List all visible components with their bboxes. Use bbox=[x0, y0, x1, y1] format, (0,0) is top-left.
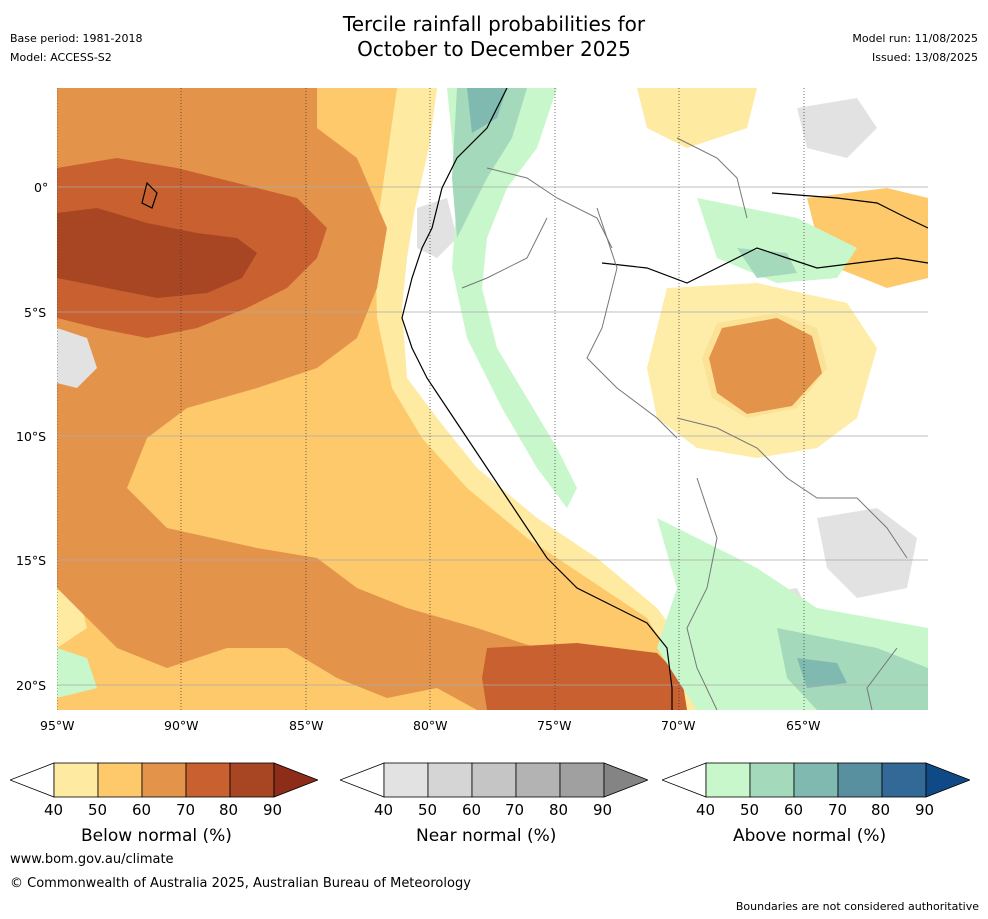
above-normal-field bbox=[57, 88, 928, 710]
lat-label-0: 0° bbox=[34, 180, 49, 195]
disclaimer-text: Boundaries are not considered authoritat… bbox=[735, 900, 979, 913]
above-tick-70: 70 bbox=[828, 801, 848, 819]
below-tick-50: 50 bbox=[88, 801, 108, 819]
coastline bbox=[141, 88, 928, 710]
colorbar-bin bbox=[559, 762, 605, 798]
colorbar-extend-high bbox=[603, 762, 650, 798]
lon-label-65w: 65°W bbox=[786, 718, 821, 733]
above-tick-50: 50 bbox=[740, 801, 760, 819]
colorbar-bin bbox=[881, 762, 927, 798]
title-line-1: Tercile rainfall probabilities for bbox=[342, 12, 646, 36]
near-tick-70: 70 bbox=[505, 801, 525, 819]
country-borders bbox=[461, 137, 908, 710]
colorbar-near-title: Near normal (%) bbox=[416, 826, 557, 846]
title-line-2: October to December 2025 bbox=[357, 37, 631, 61]
lon-label-95w: 95°W bbox=[40, 718, 75, 733]
colorbar-below-normal bbox=[8, 762, 320, 798]
colorbar-bin bbox=[97, 762, 143, 798]
lon-label-75w: 75°W bbox=[537, 718, 572, 733]
above-tick-80: 80 bbox=[871, 801, 891, 819]
colorbar-below-title: Below normal (%) bbox=[81, 826, 232, 846]
below-tick-60: 60 bbox=[132, 801, 152, 819]
lat-label-5s: 5°S bbox=[24, 305, 47, 320]
below-tick-80: 80 bbox=[219, 801, 239, 819]
above-tick-60: 60 bbox=[784, 801, 804, 819]
colorbar-bin bbox=[141, 762, 187, 798]
below-tick-70: 70 bbox=[176, 801, 196, 819]
colorbar-bin bbox=[837, 762, 883, 798]
colorbar-below-normal-ramp bbox=[8, 762, 320, 798]
copyright-text: © Commonwealth of Australia 2025, Austra… bbox=[10, 876, 471, 891]
lon-label-90w: 90°W bbox=[164, 718, 199, 733]
colorbar-bin bbox=[427, 762, 473, 798]
lat-label-10s: 10°S bbox=[16, 429, 47, 444]
below-normal-field bbox=[57, 88, 928, 710]
lat-label-20s: 20°S bbox=[16, 678, 47, 693]
near-tick-90: 90 bbox=[593, 801, 613, 819]
colorbar-near-normal bbox=[338, 762, 650, 798]
colorbar-extend-low bbox=[660, 762, 707, 798]
near-tick-80: 80 bbox=[549, 801, 569, 819]
lat-label-15s: 15°S bbox=[16, 553, 47, 568]
colorbar-bin bbox=[471, 762, 517, 798]
colorbar-above-normal bbox=[660, 762, 972, 798]
colorbar-bin bbox=[515, 762, 561, 798]
colorbar-near-normal-ramp bbox=[338, 762, 650, 798]
above-tick-90: 90 bbox=[915, 801, 935, 819]
near-tick-40: 40 bbox=[374, 801, 394, 819]
base-period: Base period: 1981-2018 bbox=[10, 32, 143, 45]
model-run: Model run: 11/08/2025 bbox=[852, 32, 978, 45]
below-tick-40: 40 bbox=[44, 801, 64, 819]
lon-label-85w: 85°W bbox=[289, 718, 324, 733]
lon-label-80w: 80°W bbox=[413, 718, 448, 733]
gridlines bbox=[57, 88, 928, 710]
map-title: Tercile rainfall probabilities for Octob… bbox=[0, 12, 988, 62]
colorbar-bin bbox=[793, 762, 839, 798]
model-name: Model: ACCESS-S2 bbox=[10, 51, 112, 64]
colorbar-bin bbox=[185, 762, 231, 798]
lon-label-70w: 70°W bbox=[661, 718, 696, 733]
map-canvas bbox=[57, 88, 928, 710]
issued-date: Issued: 13/08/2025 bbox=[871, 51, 978, 64]
colorbar-bin bbox=[53, 762, 99, 798]
near-tick-60: 60 bbox=[462, 801, 482, 819]
colorbar-bin bbox=[383, 762, 429, 798]
colorbar-extend-low bbox=[8, 762, 55, 798]
colorbar-extend-high bbox=[273, 762, 320, 798]
above-tick-40: 40 bbox=[696, 801, 716, 819]
colorbar-above-normal-ramp bbox=[660, 762, 972, 798]
near-tick-50: 50 bbox=[418, 801, 438, 819]
website-link[interactable]: www.bom.gov.au/climate bbox=[10, 852, 174, 867]
colorbar-above-title: Above normal (%) bbox=[733, 826, 887, 846]
colorbar-extend-low bbox=[338, 762, 385, 798]
colorbar-bin bbox=[229, 762, 275, 798]
below-tick-90: 90 bbox=[263, 801, 283, 819]
colorbar-extend-high bbox=[925, 762, 972, 798]
probability-map bbox=[57, 88, 928, 710]
colorbar-bin bbox=[705, 762, 751, 798]
colorbar-bin bbox=[749, 762, 795, 798]
